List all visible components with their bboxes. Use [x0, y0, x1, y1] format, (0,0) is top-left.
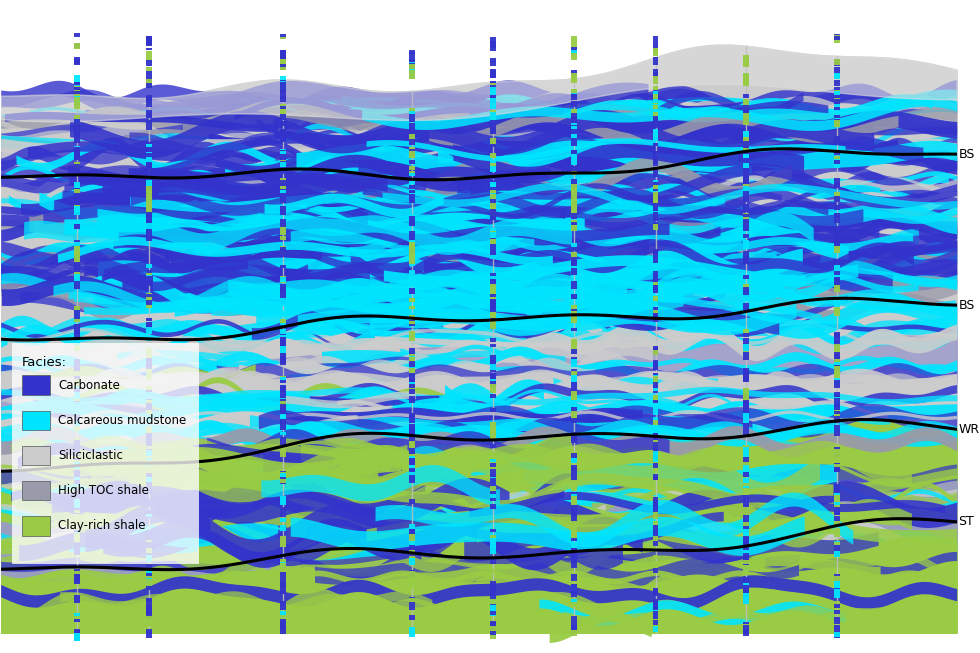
Bar [22, 446, 50, 466]
Text: Siliciclastic: Siliciclastic [58, 449, 122, 462]
Bar [22, 516, 50, 535]
Text: BS: BS [958, 298, 975, 311]
Text: Facies:: Facies: [22, 356, 67, 369]
Bar [22, 481, 50, 500]
Text: WR: WR [958, 422, 980, 436]
Text: ST: ST [958, 515, 974, 528]
Text: Calcareous mudstone: Calcareous mudstone [58, 414, 186, 427]
Text: BS: BS [958, 148, 975, 161]
Text: Carbonate: Carbonate [58, 379, 120, 392]
Text: High TOC shale: High TOC shale [58, 485, 149, 497]
Text: Clay-rich shale: Clay-rich shale [58, 519, 146, 532]
Bar [22, 375, 50, 395]
Bar [22, 411, 50, 430]
Bar [12, 343, 199, 564]
